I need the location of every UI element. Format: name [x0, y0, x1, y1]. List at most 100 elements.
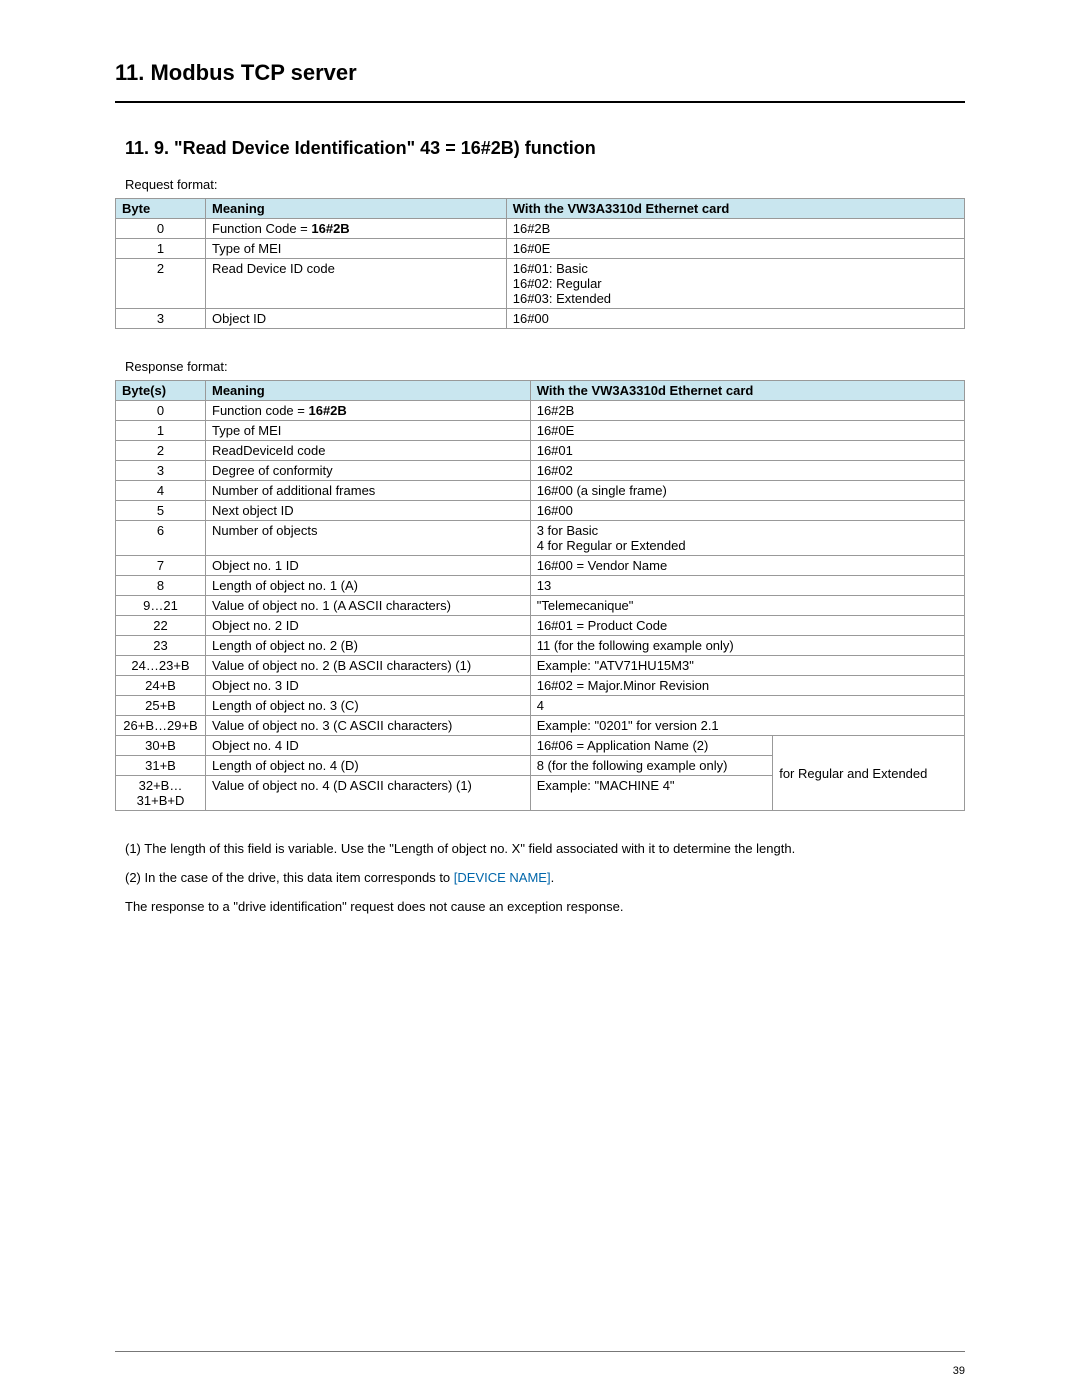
cell-byte: 6 — [116, 521, 206, 556]
cell-meaning: Length of object no. 4 (D) — [206, 756, 531, 776]
col-meaning: Meaning — [206, 199, 507, 219]
cell-byte: 3 — [116, 309, 206, 329]
cell-meaning: Object no. 1 ID — [206, 556, 531, 576]
table-row: 22Object no. 2 ID16#01 = Product Code — [116, 616, 965, 636]
cell-meaning: Type of MEI — [206, 239, 507, 259]
cell-value: 16#02 = Major.Minor Revision — [530, 676, 964, 696]
table-row: 7Object no. 1 ID16#00 = Vendor Name — [116, 556, 965, 576]
cell-value: 13 — [530, 576, 964, 596]
footnote-2: (2) In the case of the drive, this data … — [115, 870, 965, 885]
cell-byte: 26+B…29+B — [116, 716, 206, 736]
response-caption: Response format: — [115, 359, 965, 374]
cell-byte: 24…23+B — [116, 656, 206, 676]
cell-value: 16#01 — [530, 441, 964, 461]
table-row: 26+B…29+BValue of object no. 3 (C ASCII … — [116, 716, 965, 736]
cell-value: 16#00 — [506, 309, 964, 329]
cell-value: 16#0E — [506, 239, 964, 259]
cell-byte: 7 — [116, 556, 206, 576]
page: 11. Modbus TCP server 11. 9. "Read Devic… — [0, 0, 1080, 1397]
cell-byte: 9…21 — [116, 596, 206, 616]
table-header-row: Byte Meaning With the VW3A3310d Ethernet… — [116, 199, 965, 219]
cell-meaning: Read Device ID code — [206, 259, 507, 309]
cell-meaning: Number of objects — [206, 521, 531, 556]
cell-meaning: Function code = 16#2B — [206, 401, 531, 421]
cell-byte: 2 — [116, 441, 206, 461]
section-title: 11. 9. "Read Device Identification" 43 =… — [115, 138, 965, 159]
table-row: 4Number of additional frames16#00 (a sin… — [116, 481, 965, 501]
cell-meaning: Object no. 2 ID — [206, 616, 531, 636]
cell-byte: 25+B — [116, 696, 206, 716]
table-header-row: Byte(s) Meaning With the VW3A3310d Ether… — [116, 381, 965, 401]
col-value: With the VW3A3310d Ethernet card — [530, 381, 964, 401]
cell-value: 16#2B — [530, 401, 964, 421]
col-bytes: Byte(s) — [116, 381, 206, 401]
table-row: 1Type of MEI16#0E — [116, 421, 965, 441]
table-row: 24…23+BValue of object no. 2 (B ASCII ch… — [116, 656, 965, 676]
separator — [115, 101, 965, 103]
cell-byte: 4 — [116, 481, 206, 501]
cell-byte: 8 — [116, 576, 206, 596]
cell-value: 16#01 = Product Code — [530, 616, 964, 636]
cell-value: 16#06 = Application Name (2) — [530, 736, 772, 756]
table-row: 5Next object ID16#00 — [116, 501, 965, 521]
cell-meaning: Function Code = 16#2B — [206, 219, 507, 239]
cell-value: 16#00 — [530, 501, 964, 521]
table-row: 2Read Device ID code16#01: Basic 16#02: … — [116, 259, 965, 309]
page-number: 39 — [953, 1365, 965, 1377]
cell-meaning: Object ID — [206, 309, 507, 329]
cell-value: 8 (for the following example only) — [530, 756, 772, 776]
col-meaning: Meaning — [206, 381, 531, 401]
device-name-link[interactable]: [DEVICE NAME] — [454, 870, 551, 885]
cell-meaning: Value of object no. 3 (C ASCII character… — [206, 716, 531, 736]
cell-value: Example: "ATV71HU15M3" — [530, 656, 964, 676]
table-row: 0Function code = 16#2B16#2B — [116, 401, 965, 421]
cell-byte: 1 — [116, 421, 206, 441]
cell-meaning: Number of additional frames — [206, 481, 531, 501]
cell-value: "Telemecanique" — [530, 596, 964, 616]
cell-meaning: Object no. 3 ID — [206, 676, 531, 696]
col-value: With the VW3A3310d Ethernet card — [506, 199, 964, 219]
table-row: 8Length of object no. 1 (A)13 — [116, 576, 965, 596]
footnote-2-pre: (2) In the case of the drive, this data … — [125, 870, 454, 885]
cell-meaning: Length of object no. 1 (A) — [206, 576, 531, 596]
request-table: Byte Meaning With the VW3A3310d Ethernet… — [115, 198, 965, 329]
cell-byte: 30+B — [116, 736, 206, 756]
cell-byte: 2 — [116, 259, 206, 309]
cell-meaning: Length of object no. 2 (B) — [206, 636, 531, 656]
cell-extra: for Regular and Extended — [773, 736, 965, 811]
cell-meaning: ReadDeviceId code — [206, 441, 531, 461]
col-byte: Byte — [116, 199, 206, 219]
footnote-3: The response to a "drive identification"… — [115, 899, 965, 914]
footnote-2-post: . — [551, 870, 555, 885]
table-row: 2ReadDeviceId code16#01 — [116, 441, 965, 461]
response-table: Byte(s) Meaning With the VW3A3310d Ether… — [115, 380, 965, 811]
cell-meaning: Value of object no. 2 (B ASCII character… — [206, 656, 531, 676]
cell-value: 3 for Basic 4 for Regular or Extended — [530, 521, 964, 556]
table-row: 0Function Code = 16#2B16#2B — [116, 219, 965, 239]
cell-value: 4 — [530, 696, 964, 716]
cell-meaning: Value of object no. 1 (A ASCII character… — [206, 596, 531, 616]
cell-meaning: Length of object no. 3 (C) — [206, 696, 531, 716]
cell-value: Example: "MACHINE 4" — [530, 776, 772, 811]
table-row: 3Object ID16#00 — [116, 309, 965, 329]
table-row: 1Type of MEI16#0E — [116, 239, 965, 259]
cell-value: 16#2B — [506, 219, 964, 239]
table-row: 3Degree of conformity16#02 — [116, 461, 965, 481]
cell-meaning: Next object ID — [206, 501, 531, 521]
cell-byte: 3 — [116, 461, 206, 481]
cell-byte: 24+B — [116, 676, 206, 696]
cell-byte: 0 — [116, 401, 206, 421]
cell-value: 11 (for the following example only) — [530, 636, 964, 656]
cell-value: 16#01: Basic 16#02: Regular 16#03: Exten… — [506, 259, 964, 309]
cell-byte: 22 — [116, 616, 206, 636]
cell-byte: 0 — [116, 219, 206, 239]
cell-meaning: Type of MEI — [206, 421, 531, 441]
cell-meaning: Object no. 4 ID — [206, 736, 531, 756]
table-row: 25+BLength of object no. 3 (C)4 — [116, 696, 965, 716]
chapter-title: 11. Modbus TCP server — [115, 60, 965, 86]
table-row: 6Number of objects3 for Basic 4 for Regu… — [116, 521, 965, 556]
cell-byte: 23 — [116, 636, 206, 656]
table-row: 24+BObject no. 3 ID16#02 = Major.Minor R… — [116, 676, 965, 696]
cell-value: 16#00 = Vendor Name — [530, 556, 964, 576]
cell-value: 16#02 — [530, 461, 964, 481]
